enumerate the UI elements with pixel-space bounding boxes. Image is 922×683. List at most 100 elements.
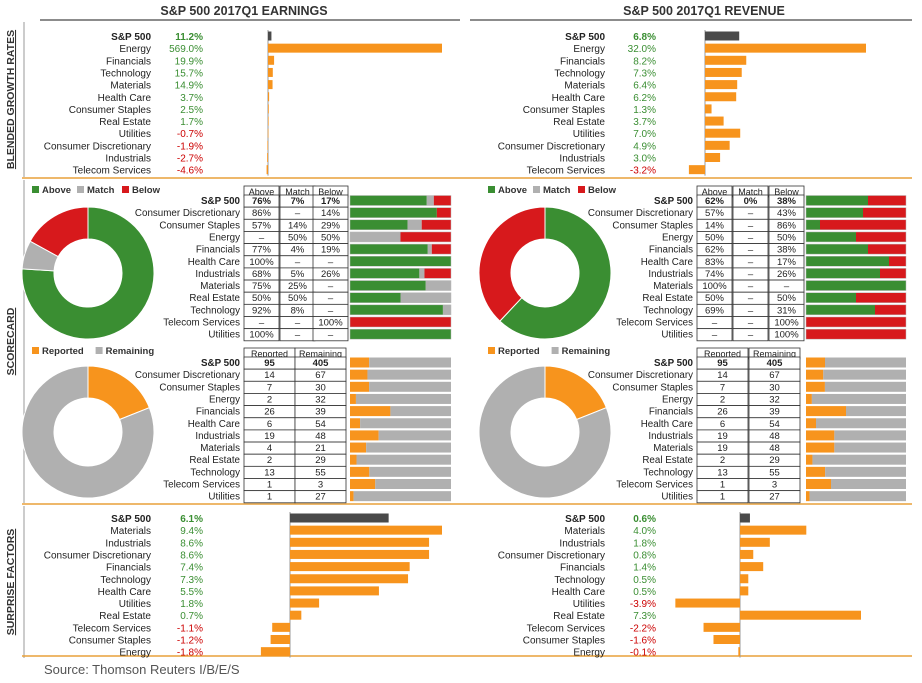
row-label: Real Estate [189,455,240,466]
stacked-bar-frame [805,243,907,255]
cell-value: 50% [288,232,308,243]
cell-value: – [328,305,334,316]
cell-value: – [328,281,334,292]
title-revenue: S&P 500 2017Q1 REVENUE [623,4,785,18]
stacked-bar-segment [350,357,370,368]
category-label: Consumer Discretionary [498,141,605,152]
cell-value: – [748,281,754,292]
row-label: Health Care [188,419,241,430]
stacked-bar-segment [889,256,906,267]
header-label: Above [249,187,275,197]
bar [713,635,740,644]
source-note: Source: Thomson Reuters I/B/E/S [44,662,240,677]
value-label: 32.0% [628,44,656,55]
cell-value: 14% [705,220,725,231]
category-label: Technology [100,68,151,79]
cell-value: 100% [702,281,727,292]
stacked-bar-segment [350,329,451,340]
cell-value: 8% [291,305,305,316]
category-label: Consumer Staples [523,636,605,647]
bar [268,67,273,77]
row-label: Utilities [208,330,240,341]
stacked-bar-segment [353,491,451,502]
stacked-bar-segment [806,454,813,465]
legend-swatch [488,186,495,193]
stacked-bar-segment [431,244,451,255]
stacked-bar-frame [349,292,452,303]
stacked-bar-segment [442,304,451,315]
stacked-bar-segment [424,268,451,279]
stacked-bar-segment [806,479,831,489]
stacked-bar-segment [806,466,826,477]
donut-scorecard-earnings [21,206,155,340]
cell-value: 74% [705,269,725,280]
row-label: Consumer Discretionary [588,370,693,381]
cell-value: 26% [777,269,797,280]
stacked-bar-segment [356,454,451,465]
cell-value: 27 [769,492,780,503]
stacked-bar-segment [369,381,451,392]
cell-value: – [784,281,790,292]
value-label: 7.4% [180,563,203,574]
category-label: Industrials [559,538,605,549]
legend-label: Reported [42,346,84,357]
stacked-bar-segment [350,430,379,441]
value-label: 0.8% [633,550,656,561]
cell-value: – [748,220,754,231]
cell-value: 405 [767,358,784,369]
row-label: S&P 500 [201,196,241,207]
bar [705,43,866,53]
bar [705,140,730,150]
stacked-bar-frame [805,316,907,328]
cell-value: – [748,257,754,268]
cell-value: 68% [252,269,272,280]
legend-swatch [551,347,559,354]
row-label: Technology [190,305,240,316]
cell-value: 50% [777,232,797,243]
table-cell [243,328,280,342]
legend-swatch [32,347,39,354]
stacked-bar-segment [390,406,451,417]
bar [705,31,740,41]
legend-reported-earnings: Reported Remaining [32,346,154,357]
value-label: 0.5% [633,587,656,598]
stacked-bar-segment [806,207,863,218]
bar [705,92,737,102]
legend-swatch [578,186,585,193]
row-label: Financials [649,407,693,418]
row-label: Consumer Staples [159,220,240,231]
category-label: Health Care [552,587,606,598]
stacked-bar-segment [806,231,856,242]
stacked-bar-segment [366,442,451,453]
cell-value: 405 [313,358,330,369]
row-label: Industrials [195,269,240,280]
category-label: S&P 500 [565,32,605,43]
bar [290,549,430,559]
value-label: 6.2% [633,93,656,104]
value-label: 2.5% [180,105,203,116]
cell-value: 38% [777,245,797,256]
bar [705,128,741,138]
cell-value: 92% [252,305,272,316]
stacked-bar-frame [349,316,452,328]
value-label: 8.6% [180,550,203,561]
value-label: 9.4% [180,526,203,537]
stacked-bar-segment [863,207,906,218]
stacked-bar-segment [355,393,451,404]
stacked-bar-segment [812,454,906,465]
row-label: Technology [190,467,240,478]
stacked-bar-frame [349,243,452,255]
row-label: Consumer Discretionary [135,370,240,381]
row-label: Utilities [661,330,693,341]
row-label: Industrials [648,431,693,442]
category-label: Materials [564,81,605,92]
table-cell [732,328,769,342]
category-label: Financials [560,563,605,574]
stacked-bar-segment [350,244,428,255]
stacked-bar-segment [806,491,810,502]
legend-label: Remaining [106,346,155,357]
stacked-bar-segment [433,195,451,206]
row-label: Financials [196,245,240,256]
stacked-bar-frame [805,195,907,206]
